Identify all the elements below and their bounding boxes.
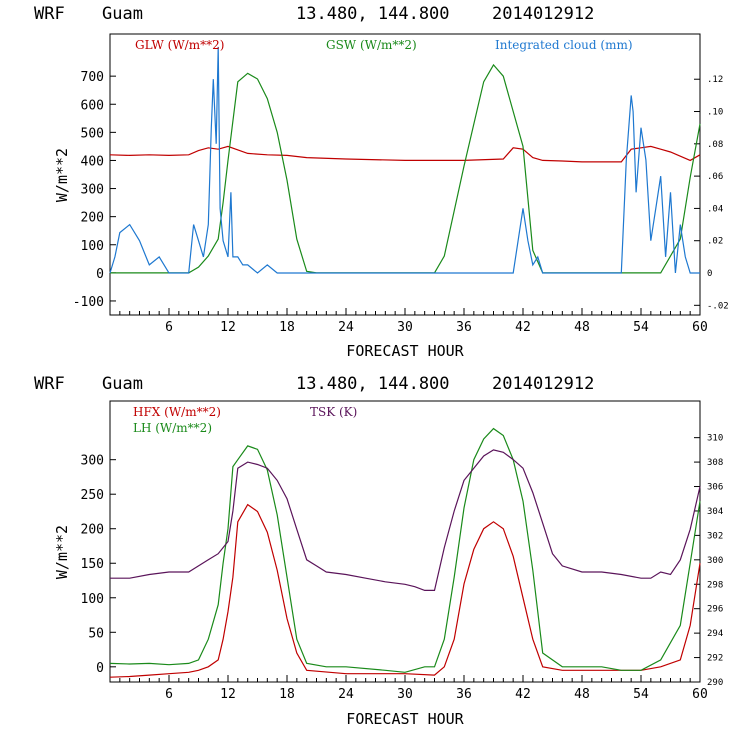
x-tick-label: 24 bbox=[338, 687, 354, 702]
right-tick-label: .04 bbox=[707, 204, 723, 214]
y-tick-label: 100 bbox=[81, 239, 104, 254]
y-tick-label: 100 bbox=[81, 592, 104, 607]
x-tick-label: 36 bbox=[456, 687, 472, 702]
chart1-coords-label: 13.480, 144.800 bbox=[296, 4, 450, 24]
chart1-legend-glw: GLW (W/m**2) bbox=[135, 38, 224, 52]
chart2-legend-lh: LH (W/m**2) bbox=[133, 421, 212, 435]
y-tick-label: 400 bbox=[81, 154, 104, 169]
right-tick-label: 298 bbox=[707, 580, 723, 590]
chart2-plot-frame bbox=[109, 400, 701, 683]
right-tick-label: 304 bbox=[707, 507, 723, 517]
x-tick-label: 18 bbox=[279, 687, 295, 702]
right-tick-label: .06 bbox=[707, 172, 723, 182]
right-tick-label: 302 bbox=[707, 531, 723, 541]
chart1-model-label: WRF bbox=[34, 4, 65, 24]
y-tick-label: 200 bbox=[81, 211, 104, 226]
chart2-series-group bbox=[109, 427, 701, 678]
right-tick-label: 306 bbox=[707, 483, 723, 493]
y-tick-label: 300 bbox=[81, 183, 104, 198]
x-tick-label: 6 bbox=[165, 687, 173, 702]
x-tick-label: 18 bbox=[279, 320, 295, 335]
chart2-legend-hfx: HFX (W/m**2) bbox=[133, 405, 221, 419]
y-tick-label: 150 bbox=[81, 557, 104, 572]
chart2-right-axis: 290 292 294 296 298 300 302 304 306 308 310 bbox=[694, 434, 723, 688]
chart1-y-axis: -100 0 100 200 300 400 500 600 700 bbox=[73, 70, 116, 310]
x-tick-label: 42 bbox=[515, 320, 531, 335]
x-tick-label: 60 bbox=[692, 687, 708, 702]
chart2-y-axis: 0 50 100 150 200 250 300 bbox=[81, 454, 116, 676]
right-tick-label: .12 bbox=[707, 75, 723, 85]
chart1-series-group bbox=[109, 46, 701, 274]
right-tick-label: .02 bbox=[707, 237, 723, 247]
y-tick-label: 500 bbox=[81, 126, 104, 141]
x-tick-label: 30 bbox=[397, 320, 413, 335]
x-tick-label: 48 bbox=[574, 687, 590, 702]
chart1-legend-cloud: Integrated cloud (mm) bbox=[495, 38, 633, 52]
y-tick-label: 700 bbox=[81, 70, 104, 85]
x-tick-label: 54 bbox=[633, 320, 649, 335]
right-tick-label: 0 bbox=[707, 269, 712, 279]
chart2-x-axis: 6 12 18 24 30 36 42 48 54 60 bbox=[119, 675, 708, 702]
right-tick-label: 296 bbox=[707, 605, 723, 615]
series-line-lh bbox=[109, 427, 701, 673]
y-tick-label: 300 bbox=[81, 454, 104, 469]
right-tick-label: 308 bbox=[707, 458, 723, 468]
right-tick-label: 310 bbox=[707, 434, 723, 444]
right-tick-label: .08 bbox=[707, 140, 723, 150]
y-tick-label: -100 bbox=[73, 295, 104, 310]
right-tick-label: -.02 bbox=[707, 301, 729, 311]
series-line-integrated bbox=[109, 46, 700, 274]
chart1-site-label: Guam bbox=[102, 4, 143, 24]
chart2-header: WRF Guam 13.480, 144.800 2014012912 bbox=[34, 374, 594, 394]
x-tick-label: 12 bbox=[220, 687, 236, 702]
chart1-init-label: 2014012912 bbox=[492, 4, 594, 24]
x-tick-label: 6 bbox=[165, 320, 173, 335]
x-tick-label: 48 bbox=[574, 320, 590, 335]
chart2-init-label: 2014012912 bbox=[492, 374, 594, 394]
chart1-right-axis: -.02 0 .02 .04 .06 .08 .10 .12 bbox=[694, 75, 729, 311]
series-line-glw bbox=[109, 145, 701, 163]
right-tick-label: .10 bbox=[707, 108, 723, 118]
chart1-x-axis: 6 12 18 24 30 36 42 48 54 60 bbox=[119, 308, 708, 335]
y-tick-label: 600 bbox=[81, 98, 104, 113]
x-tick-label: 60 bbox=[692, 320, 708, 335]
chart1-legend-gsw: GSW (W/m**2) bbox=[326, 38, 417, 52]
x-tick-label: 42 bbox=[515, 687, 531, 702]
y-tick-label: 0 bbox=[96, 661, 104, 676]
right-tick-label: 300 bbox=[707, 556, 723, 566]
x-tick-label: 30 bbox=[397, 687, 413, 702]
chart2-x-axis-title: FORECAST HOUR bbox=[346, 710, 464, 728]
chart2-legend-tsk: TSK (K) bbox=[310, 405, 357, 419]
right-tick-label: 292 bbox=[707, 654, 723, 664]
chart1-header: WRF Guam 13.480, 144.800 2014012912 bbox=[34, 4, 594, 24]
x-tick-label: 24 bbox=[338, 320, 354, 335]
y-tick-label: 200 bbox=[81, 523, 104, 538]
chart1-y-axis-title: W/m**2 bbox=[53, 148, 71, 202]
x-tick-label: 12 bbox=[220, 320, 236, 335]
x-tick-label: 54 bbox=[633, 687, 649, 702]
y-tick-label: 0 bbox=[96, 267, 104, 282]
chart2-model-label: WRF bbox=[34, 374, 65, 394]
series-line-tsk bbox=[110, 449, 701, 592]
right-tick-label: 290 bbox=[707, 678, 723, 688]
series-line-hfx bbox=[109, 503, 701, 678]
chart2-y-axis-title: W/m**2 bbox=[53, 525, 71, 579]
chart2-coords-label: 13.480, 144.800 bbox=[296, 374, 450, 394]
x-tick-label: 36 bbox=[456, 320, 472, 335]
y-tick-label: 50 bbox=[88, 626, 104, 641]
chart2-site-label: Guam bbox=[102, 374, 143, 394]
right-tick-label: 294 bbox=[707, 629, 723, 639]
chart1-x-axis-title: FORECAST HOUR bbox=[346, 342, 464, 360]
y-tick-label: 250 bbox=[81, 488, 104, 503]
